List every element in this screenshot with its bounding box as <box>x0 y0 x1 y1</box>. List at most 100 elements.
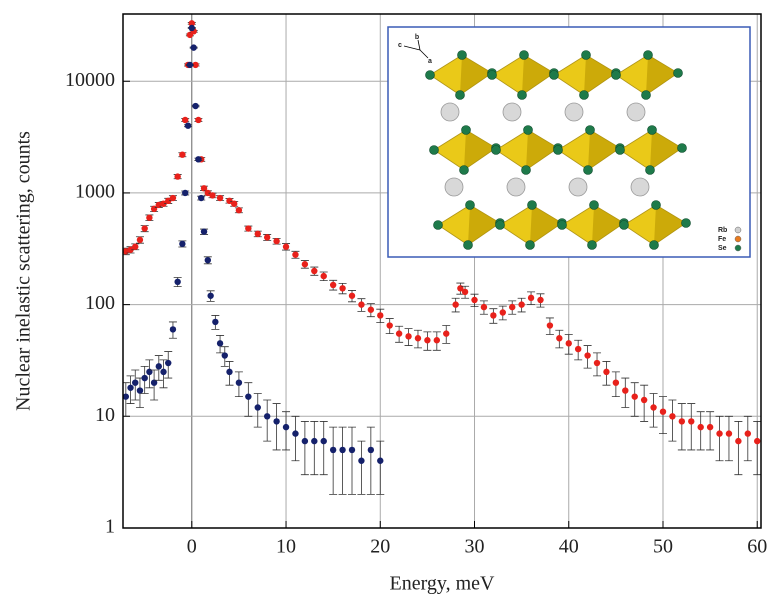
x-tick-label: 40 <box>559 536 579 558</box>
data-point <box>192 102 199 110</box>
y-tick-label: 100 <box>85 292 115 314</box>
data-point <box>169 326 177 333</box>
error-bar <box>263 399 272 442</box>
se-atom <box>455 90 465 100</box>
tetrahedron-face <box>460 55 492 95</box>
error-bar <box>668 399 677 442</box>
inset-legend-label: Fe <box>718 236 726 243</box>
data-point <box>452 301 459 308</box>
data-point <box>132 379 139 386</box>
axis-arrows <box>403 39 429 59</box>
data-point <box>136 236 144 244</box>
data-point <box>584 352 591 359</box>
data-point <box>329 281 337 289</box>
data-point <box>735 437 742 445</box>
data-point <box>273 418 280 425</box>
se-atom <box>459 165 469 175</box>
data-point <box>235 379 243 386</box>
data-point <box>537 296 544 304</box>
data-point <box>181 116 189 124</box>
error-bar <box>338 426 347 495</box>
data-point <box>574 345 582 353</box>
error-bar <box>687 403 696 451</box>
data-point <box>190 44 197 51</box>
data-point <box>263 234 271 241</box>
data-point <box>518 301 525 308</box>
plot-marks <box>123 20 761 495</box>
error-bar <box>366 426 375 495</box>
x-tick-label: 0 <box>187 536 197 558</box>
se-atom <box>433 220 443 230</box>
data-point <box>414 335 422 342</box>
x-tick-label: 20 <box>370 536 390 558</box>
data-point <box>254 404 261 411</box>
data-point <box>311 267 318 275</box>
data-point <box>377 312 384 319</box>
plot-frame <box>122 13 762 529</box>
data-point <box>339 285 346 292</box>
rb-atom <box>502 102 522 122</box>
data-point <box>204 189 212 197</box>
data-point <box>301 437 309 445</box>
data-point <box>155 363 163 370</box>
inset-legend-label: Se <box>718 245 727 252</box>
se-atom <box>525 240 535 250</box>
data-point <box>744 430 752 437</box>
data-point <box>386 322 393 329</box>
error-bar <box>376 440 385 495</box>
data-point <box>593 359 601 367</box>
data-point <box>358 457 365 464</box>
data-point <box>146 214 153 221</box>
se-atom <box>587 240 597 250</box>
tetrahedron-face <box>464 130 496 170</box>
rb-atom <box>440 102 460 122</box>
se-atom <box>579 90 589 100</box>
inset-legend-swatch <box>734 226 742 234</box>
error-bar <box>696 411 705 451</box>
se-atom <box>681 218 691 228</box>
x-tick-label: 60 <box>747 536 767 558</box>
error-bar <box>753 421 761 476</box>
data-point <box>188 20 195 27</box>
data-point <box>320 272 327 280</box>
se-atom <box>527 200 537 210</box>
tetrahedron-face <box>522 55 554 95</box>
data-point <box>141 225 148 232</box>
tetrahedron-face <box>646 55 678 95</box>
inset-axis-label: a <box>428 58 432 65</box>
data-point <box>725 430 733 437</box>
se-atom <box>615 145 625 155</box>
data-point <box>339 446 346 454</box>
se-atom <box>673 68 683 78</box>
data-point <box>282 423 290 431</box>
data-point <box>471 296 478 304</box>
se-atom <box>429 145 439 155</box>
se-atom <box>619 220 629 230</box>
se-atom <box>651 200 661 210</box>
error-bar <box>300 421 309 476</box>
y-tick-label: 1 <box>105 516 115 538</box>
data-point <box>127 384 134 391</box>
data-point <box>150 379 158 386</box>
rb-atom <box>568 177 588 197</box>
se-atom <box>583 165 593 175</box>
error-bar <box>291 415 300 462</box>
se-atom <box>647 125 657 135</box>
data-point <box>754 437 761 445</box>
data-point <box>424 337 431 344</box>
data-point <box>348 446 356 454</box>
x-axis-label: Energy, meV <box>390 573 496 595</box>
data-point <box>650 404 657 411</box>
data-point <box>631 393 638 400</box>
se-atom <box>641 90 651 100</box>
data-point <box>212 318 219 326</box>
se-atom <box>491 145 501 155</box>
tetrahedron-face <box>592 205 624 245</box>
data-point <box>546 322 554 329</box>
se-atom <box>553 145 563 155</box>
data-point <box>207 292 214 299</box>
y-tick-label: 10 <box>95 404 115 426</box>
se-atom <box>465 200 475 210</box>
data-point <box>188 24 195 32</box>
